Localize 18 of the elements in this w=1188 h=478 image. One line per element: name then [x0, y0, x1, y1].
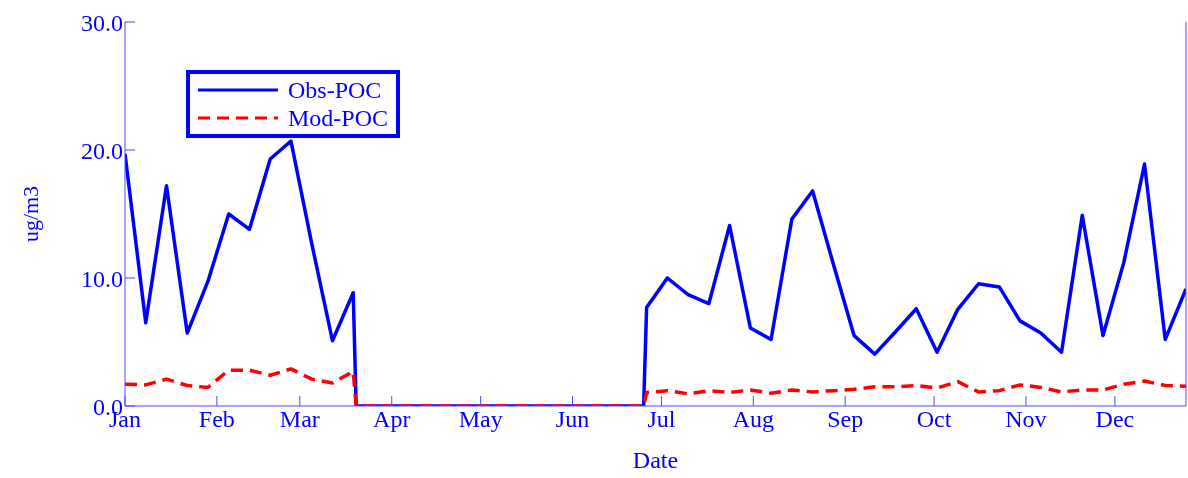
x-tick-label: Apr — [373, 406, 411, 433]
x-axis-title: Date — [632, 447, 679, 473]
x-tick-label: May — [458, 406, 503, 433]
legend-label: Obs-POC — [288, 76, 382, 104]
x-tick-label: Sep — [827, 406, 864, 433]
x-tick-label: Aug — [732, 406, 774, 433]
y-tick-label: 30.0 — [81, 9, 123, 36]
x-tick-label: Feb — [198, 406, 235, 433]
y-tick-label: 10.0 — [81, 265, 123, 292]
x-tick-label: Jul — [647, 406, 676, 433]
legend-label: Mod-POC — [288, 104, 389, 132]
x-tick-label: Dec — [1095, 406, 1135, 433]
x-tick-label: Nov — [1005, 406, 1047, 433]
x-tick-label: Mar — [279, 406, 320, 433]
y-axis-title: ug/m3 — [17, 185, 43, 243]
x-tick-label: Oct — [916, 406, 952, 433]
y-tick-label: 20.0 — [81, 137, 123, 164]
x-tick-label: Jun — [555, 406, 590, 433]
